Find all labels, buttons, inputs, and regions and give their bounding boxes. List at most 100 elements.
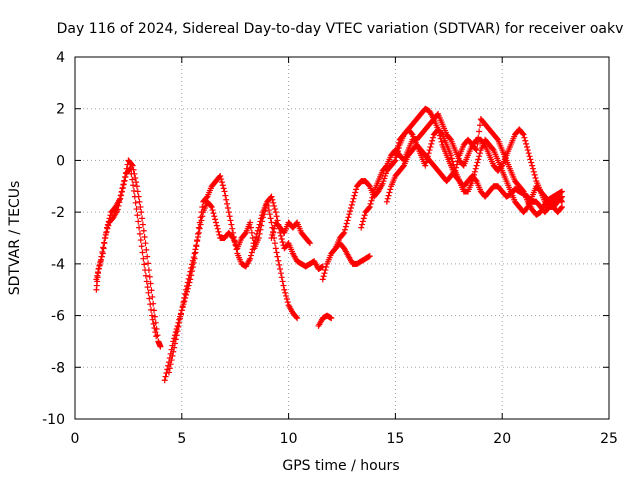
data-point	[519, 187, 526, 194]
data-point	[101, 239, 108, 246]
data-point	[275, 257, 282, 264]
data-point	[530, 168, 537, 175]
data-point	[306, 239, 313, 246]
data-point	[469, 178, 476, 185]
data-point	[121, 177, 128, 184]
data-point	[369, 194, 376, 201]
data-point	[142, 240, 149, 247]
data-point	[393, 149, 400, 156]
data-point	[226, 213, 233, 220]
data-point	[455, 155, 462, 162]
data-point	[165, 369, 172, 376]
x-tick-label: 25	[600, 431, 618, 447]
data-point	[254, 227, 261, 234]
data-point	[271, 206, 278, 213]
data-point	[178, 307, 185, 314]
data-point	[322, 267, 329, 274]
data-point	[383, 198, 390, 205]
data-point	[136, 230, 143, 237]
data-point	[394, 146, 401, 153]
data-point	[529, 165, 536, 172]
data-point	[154, 332, 161, 339]
data-point	[117, 195, 124, 202]
data-point	[428, 140, 435, 147]
data-point	[127, 165, 134, 172]
data-point	[341, 226, 348, 233]
data-point	[224, 200, 231, 207]
data-point	[306, 240, 313, 247]
data-point	[195, 230, 202, 237]
data-point	[343, 220, 350, 227]
grid	[75, 57, 609, 419]
data-point	[227, 217, 234, 224]
data-point	[346, 211, 353, 218]
data-point	[180, 301, 187, 308]
data-point	[276, 261, 283, 268]
data-point	[150, 320, 157, 327]
data-point	[273, 249, 280, 256]
data-point	[450, 161, 457, 168]
data-point	[277, 270, 284, 277]
data-point	[199, 203, 206, 210]
data-point	[279, 278, 286, 285]
data-point	[231, 238, 238, 245]
data-point	[228, 221, 235, 228]
data-point	[422, 162, 429, 169]
data-point	[342, 223, 349, 230]
data-point	[408, 130, 415, 137]
data-point	[320, 273, 327, 280]
data-point	[470, 175, 477, 182]
data-point	[102, 231, 109, 238]
data-point	[120, 181, 127, 188]
data-point	[451, 164, 458, 171]
data-point	[278, 236, 285, 243]
data-point	[181, 298, 188, 305]
data-point	[167, 361, 174, 368]
data-point	[211, 213, 218, 220]
data-point	[126, 166, 133, 173]
x-tick-label: 10	[280, 431, 298, 447]
data-point	[184, 285, 191, 292]
data-point	[559, 198, 566, 205]
series-sat-e	[268, 219, 313, 247]
data-point	[225, 209, 232, 216]
data-point	[384, 195, 391, 202]
data-point	[105, 222, 112, 229]
data-point	[189, 268, 196, 275]
data-point	[347, 205, 354, 212]
data-point	[143, 278, 150, 285]
data-point	[425, 150, 432, 157]
data-point	[136, 198, 143, 205]
data-point	[142, 272, 149, 279]
data-point	[93, 276, 100, 283]
data-point	[149, 316, 156, 323]
data-point	[223, 196, 230, 203]
data-point	[191, 255, 198, 262]
data-point	[129, 176, 136, 183]
data-point	[251, 240, 258, 247]
data-point	[133, 183, 140, 190]
data-point	[217, 172, 224, 179]
data-point	[130, 182, 137, 189]
data-point	[157, 343, 164, 350]
data-point	[198, 209, 205, 216]
data-point	[172, 336, 179, 343]
data-point	[194, 237, 201, 244]
data-point	[559, 203, 566, 210]
series-sat-k	[392, 126, 566, 216]
data-point	[203, 194, 210, 201]
data-point	[143, 246, 150, 253]
data-point	[138, 243, 145, 250]
data-point	[476, 122, 483, 129]
data-point	[135, 218, 142, 225]
data-point	[173, 332, 180, 339]
data-point	[119, 184, 126, 191]
data-point	[277, 232, 284, 239]
data-point	[136, 224, 143, 231]
data-point	[144, 284, 151, 291]
data-point	[449, 158, 456, 165]
y-tick-label: -10	[42, 412, 65, 428]
data-point	[268, 235, 275, 241]
y-tick-label: -4	[51, 257, 65, 273]
chart-title: Day 116 of 2024, Sidereal Day-to-day VTE…	[57, 21, 624, 37]
